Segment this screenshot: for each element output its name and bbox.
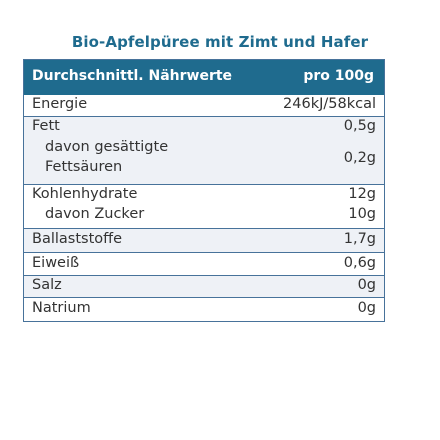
value-natrium: 0g bbox=[357, 300, 376, 316]
row-eiweiss: Eiweiß 0,6g bbox=[24, 253, 384, 276]
product-title: Bio-Apfelpüree mit Zimt und Hafer bbox=[71, 33, 369, 51]
label-ballaststoffe: Ballaststoffe bbox=[32, 231, 123, 247]
row-ballaststoffe: Ballaststoffe 1,7g bbox=[24, 229, 384, 253]
row-kohlenhydrate-group: Kohlenhydrate 12g davon Zucker 10g bbox=[24, 185, 384, 229]
label-kohlenhydrate: Kohlenhydrate bbox=[32, 186, 138, 202]
value-fett: 0,5g bbox=[343, 118, 376, 134]
label-gesaettigte-line1: davon gesättigte bbox=[45, 139, 169, 155]
row-energie: Energie 246kJ/58kcal bbox=[24, 95, 384, 117]
row-natrium: Natrium 0g bbox=[24, 298, 384, 321]
table-header: Durchschnittl. Nährwerte pro 100g bbox=[24, 60, 384, 95]
value-gesaettigte: 0,2g bbox=[343, 150, 376, 166]
value-zucker: 10g bbox=[348, 206, 376, 222]
label-natrium: Natrium bbox=[32, 300, 91, 316]
label-salz: Salz bbox=[32, 277, 62, 293]
row-fett-group: Fett 0,5g davon gesättigte Fettsäuren 0,… bbox=[24, 117, 384, 185]
label-energie: Energie bbox=[32, 96, 88, 112]
nutrition-table: Durchschnittl. Nährwerte pro 100g Energi… bbox=[23, 59, 385, 322]
label-eiweiss: Eiweiß bbox=[32, 255, 80, 271]
label-gesaettigte-line2: Fettsäuren bbox=[45, 159, 123, 175]
value-energie: 246kJ/58kcal bbox=[283, 96, 376, 112]
label-zucker: davon Zucker bbox=[45, 206, 145, 222]
label-fett: Fett bbox=[32, 118, 60, 134]
header-label: Durchschnittl. Nährwerte bbox=[32, 68, 233, 84]
header-value: pro 100g bbox=[303, 68, 374, 84]
value-kohlenhydrate: 12g bbox=[348, 186, 376, 202]
row-salz: Salz 0g bbox=[24, 276, 384, 298]
value-salz: 0g bbox=[357, 277, 376, 293]
value-ballaststoffe: 1,7g bbox=[343, 231, 376, 247]
value-eiweiss: 0,6g bbox=[343, 255, 376, 271]
